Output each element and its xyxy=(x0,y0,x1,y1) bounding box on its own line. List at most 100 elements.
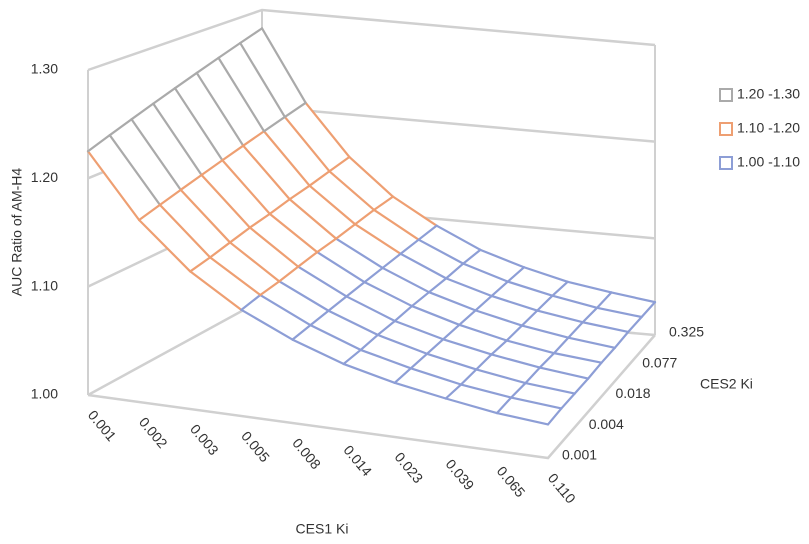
surface-line xyxy=(425,338,445,355)
surface-line xyxy=(524,381,576,395)
surface-cell xyxy=(461,369,526,398)
surface-line xyxy=(130,102,155,121)
surface-cell xyxy=(382,253,447,293)
surface-cell xyxy=(292,325,361,364)
surface-line xyxy=(335,237,384,270)
surface-line xyxy=(581,306,599,324)
surface-cell xyxy=(443,324,507,355)
surface-cell xyxy=(279,266,347,311)
surface-cell xyxy=(446,263,508,296)
y-axis-title: CES2 Ki xyxy=(700,376,753,392)
surface-cell xyxy=(269,199,337,253)
surface-line xyxy=(462,248,482,265)
surface-line xyxy=(200,159,224,177)
surface-line xyxy=(417,238,465,265)
surface-line xyxy=(138,203,162,222)
surface-line xyxy=(283,115,331,173)
surface-line xyxy=(613,330,630,349)
surface-line xyxy=(328,155,351,173)
surface-line xyxy=(308,184,357,226)
surface-line xyxy=(474,294,493,312)
surface-cell xyxy=(230,227,299,282)
surface-line xyxy=(399,252,448,280)
surface-line xyxy=(158,188,182,206)
surface-line xyxy=(108,134,162,206)
surface-line xyxy=(524,366,541,385)
legend-label: 1.00 -1.10 xyxy=(737,154,800,170)
surface-line xyxy=(348,155,395,198)
surface-cell xyxy=(249,213,318,267)
surface-line xyxy=(475,368,527,385)
surface-line xyxy=(189,256,212,273)
surface-line xyxy=(506,280,554,297)
surface-line xyxy=(179,173,203,191)
surface-cell xyxy=(537,295,598,323)
surface-cell xyxy=(175,72,244,161)
surface-cell xyxy=(180,174,250,243)
surface-line xyxy=(553,352,603,364)
surface-cell xyxy=(511,383,575,409)
surface-line xyxy=(376,333,429,355)
surface-line xyxy=(248,212,271,229)
z-tick-label: 1.20 xyxy=(31,169,58,185)
surface-line xyxy=(627,315,643,333)
surface-line xyxy=(566,280,613,294)
surface-cell xyxy=(210,242,280,296)
surface-line xyxy=(495,396,513,415)
floor-edge xyxy=(87,334,656,460)
surface-line xyxy=(551,280,569,297)
surface-cell xyxy=(190,257,261,310)
surface-line xyxy=(444,383,463,400)
x-tick-label: 0.065 xyxy=(494,463,529,500)
surface-line xyxy=(505,339,556,355)
surface-line xyxy=(278,280,330,312)
surface-line xyxy=(376,319,396,336)
x-tick-label: 0.002 xyxy=(136,414,171,451)
surface-cell xyxy=(109,119,181,205)
surface-cell xyxy=(131,103,202,190)
surface-line xyxy=(393,367,412,384)
surface-cell xyxy=(418,225,481,264)
surface-cell xyxy=(507,267,568,296)
surface-line xyxy=(479,248,526,269)
surface-cell xyxy=(374,196,437,240)
surface-line xyxy=(353,208,376,226)
surface-line xyxy=(567,336,616,349)
surface-line xyxy=(427,277,448,294)
y-tick-label: 0.077 xyxy=(642,354,677,370)
surface-line xyxy=(490,339,508,356)
surface-line xyxy=(442,323,461,341)
surface-line xyxy=(259,293,312,327)
surface-cell xyxy=(475,295,538,326)
surface-cell xyxy=(201,160,270,228)
surface-line xyxy=(239,41,286,119)
legend-swatch xyxy=(719,122,733,136)
surface-line xyxy=(353,223,402,255)
surface-line xyxy=(536,309,584,324)
y-tick-label: 0.018 xyxy=(616,385,651,401)
x-tick-label: 0.008 xyxy=(289,435,324,472)
surface-line xyxy=(538,352,556,369)
surface-cell xyxy=(289,185,356,239)
surface-line xyxy=(152,102,203,177)
surface-line xyxy=(291,338,345,366)
surface-line xyxy=(173,87,224,162)
surface-line xyxy=(297,251,319,268)
surface-cell xyxy=(554,337,615,363)
legend-label: 1.20 -1.30 xyxy=(737,86,800,102)
surface-line xyxy=(510,381,527,399)
surface-cell xyxy=(476,354,540,384)
surface-line xyxy=(567,321,584,339)
surface-line xyxy=(288,184,311,201)
surface-cell xyxy=(260,281,329,326)
surface-line xyxy=(217,41,242,59)
surface-line xyxy=(410,304,461,326)
surface-cell xyxy=(218,43,285,132)
surface-line xyxy=(209,256,262,297)
surface-line xyxy=(262,115,286,133)
surface-line xyxy=(345,281,366,298)
surface-line xyxy=(551,294,599,309)
surface-line xyxy=(221,159,271,215)
surface-cell xyxy=(240,28,306,117)
